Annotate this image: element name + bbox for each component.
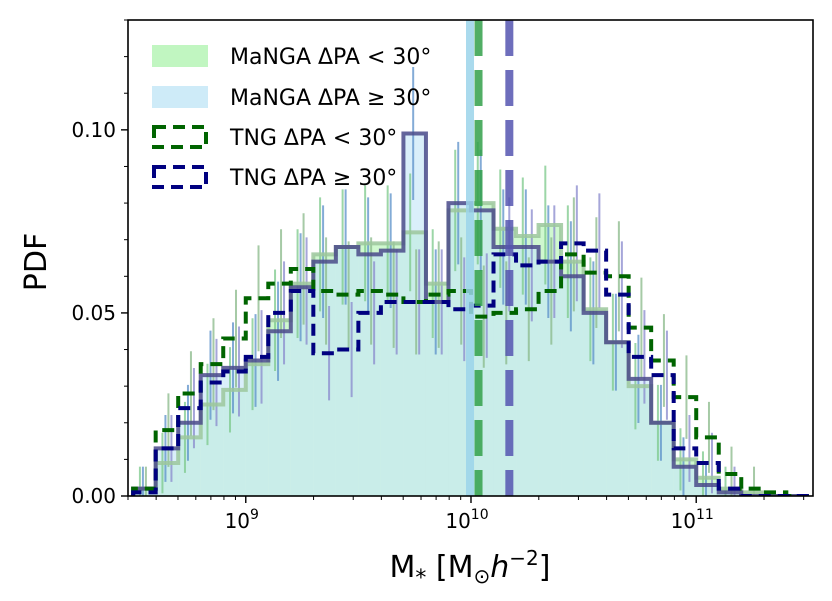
legend: MaNGA ΔPA < 30° MaNGA ΔPA ≥ 30° TNG ΔPA < … — [152, 45, 431, 191]
x-tick-label-2: 1011 — [671, 507, 714, 533]
plot-area — [131, 20, 809, 496]
series-1-bar-7 — [290, 287, 314, 496]
legend-swatch-1 — [152, 86, 208, 108]
series-1-bar-12 — [403, 133, 426, 496]
legend-swatch-3 — [152, 165, 208, 189]
series-1-bar-17 — [516, 247, 539, 496]
series-1-bar-21 — [606, 342, 629, 496]
series-1-bar-18 — [538, 261, 562, 496]
y-tick-label-1: 0.05 — [71, 301, 116, 325]
series-1-bar-24 — [673, 466, 697, 496]
series-1-bar-9 — [335, 247, 359, 496]
series-1-bar-14 — [448, 203, 471, 496]
legend-label-3: TNG ΔPA ≥ 30° — [229, 166, 397, 191]
series-1-bar-5 — [245, 360, 269, 496]
legend-swatch-0 — [152, 45, 208, 67]
x-axis-label: M* [M⊙h−2] — [389, 546, 550, 591]
series-1-bars — [133, 133, 742, 496]
series-1-bar-20 — [583, 312, 607, 496]
series-1-bar-6 — [268, 331, 291, 496]
series-1-bar-11 — [380, 250, 404, 496]
series-1-bar-23 — [651, 422, 674, 496]
series-1-bar-2 — [178, 422, 201, 496]
series-1-bar-8 — [313, 261, 336, 496]
legend-label-1: MaNGA ΔPA ≥ 30° — [230, 86, 431, 111]
series-1-bar-25 — [696, 485, 719, 496]
y-tick-label-0: 0.00 — [71, 484, 116, 508]
legend-label-2: TNG ΔPA < 30° — [229, 126, 397, 151]
series-1-outline — [131, 131, 809, 496]
y-tick-label-2: 0.10 — [71, 118, 116, 142]
series-1-bar-0 — [133, 488, 156, 496]
series-1-bar-1 — [155, 448, 179, 496]
histograms — [131, 20, 809, 496]
legend-label-0: MaNGA ΔPA < 30° — [230, 45, 431, 70]
series-1-bar-4 — [223, 367, 246, 496]
series-1-bar-19 — [561, 276, 584, 496]
y-axis-label: PDF — [19, 233, 54, 291]
axes: 0.00 0.05 0.10 109 1010 1011 — [71, 19, 814, 533]
series-1-bar-22 — [628, 378, 652, 496]
legend-swatch-2 — [152, 125, 208, 149]
x-tick-label-1: 1010 — [445, 507, 488, 533]
series-1-bar-3 — [200, 375, 224, 496]
series-1-bar-13 — [425, 301, 449, 496]
x-tick-label-0: 109 — [225, 507, 259, 533]
